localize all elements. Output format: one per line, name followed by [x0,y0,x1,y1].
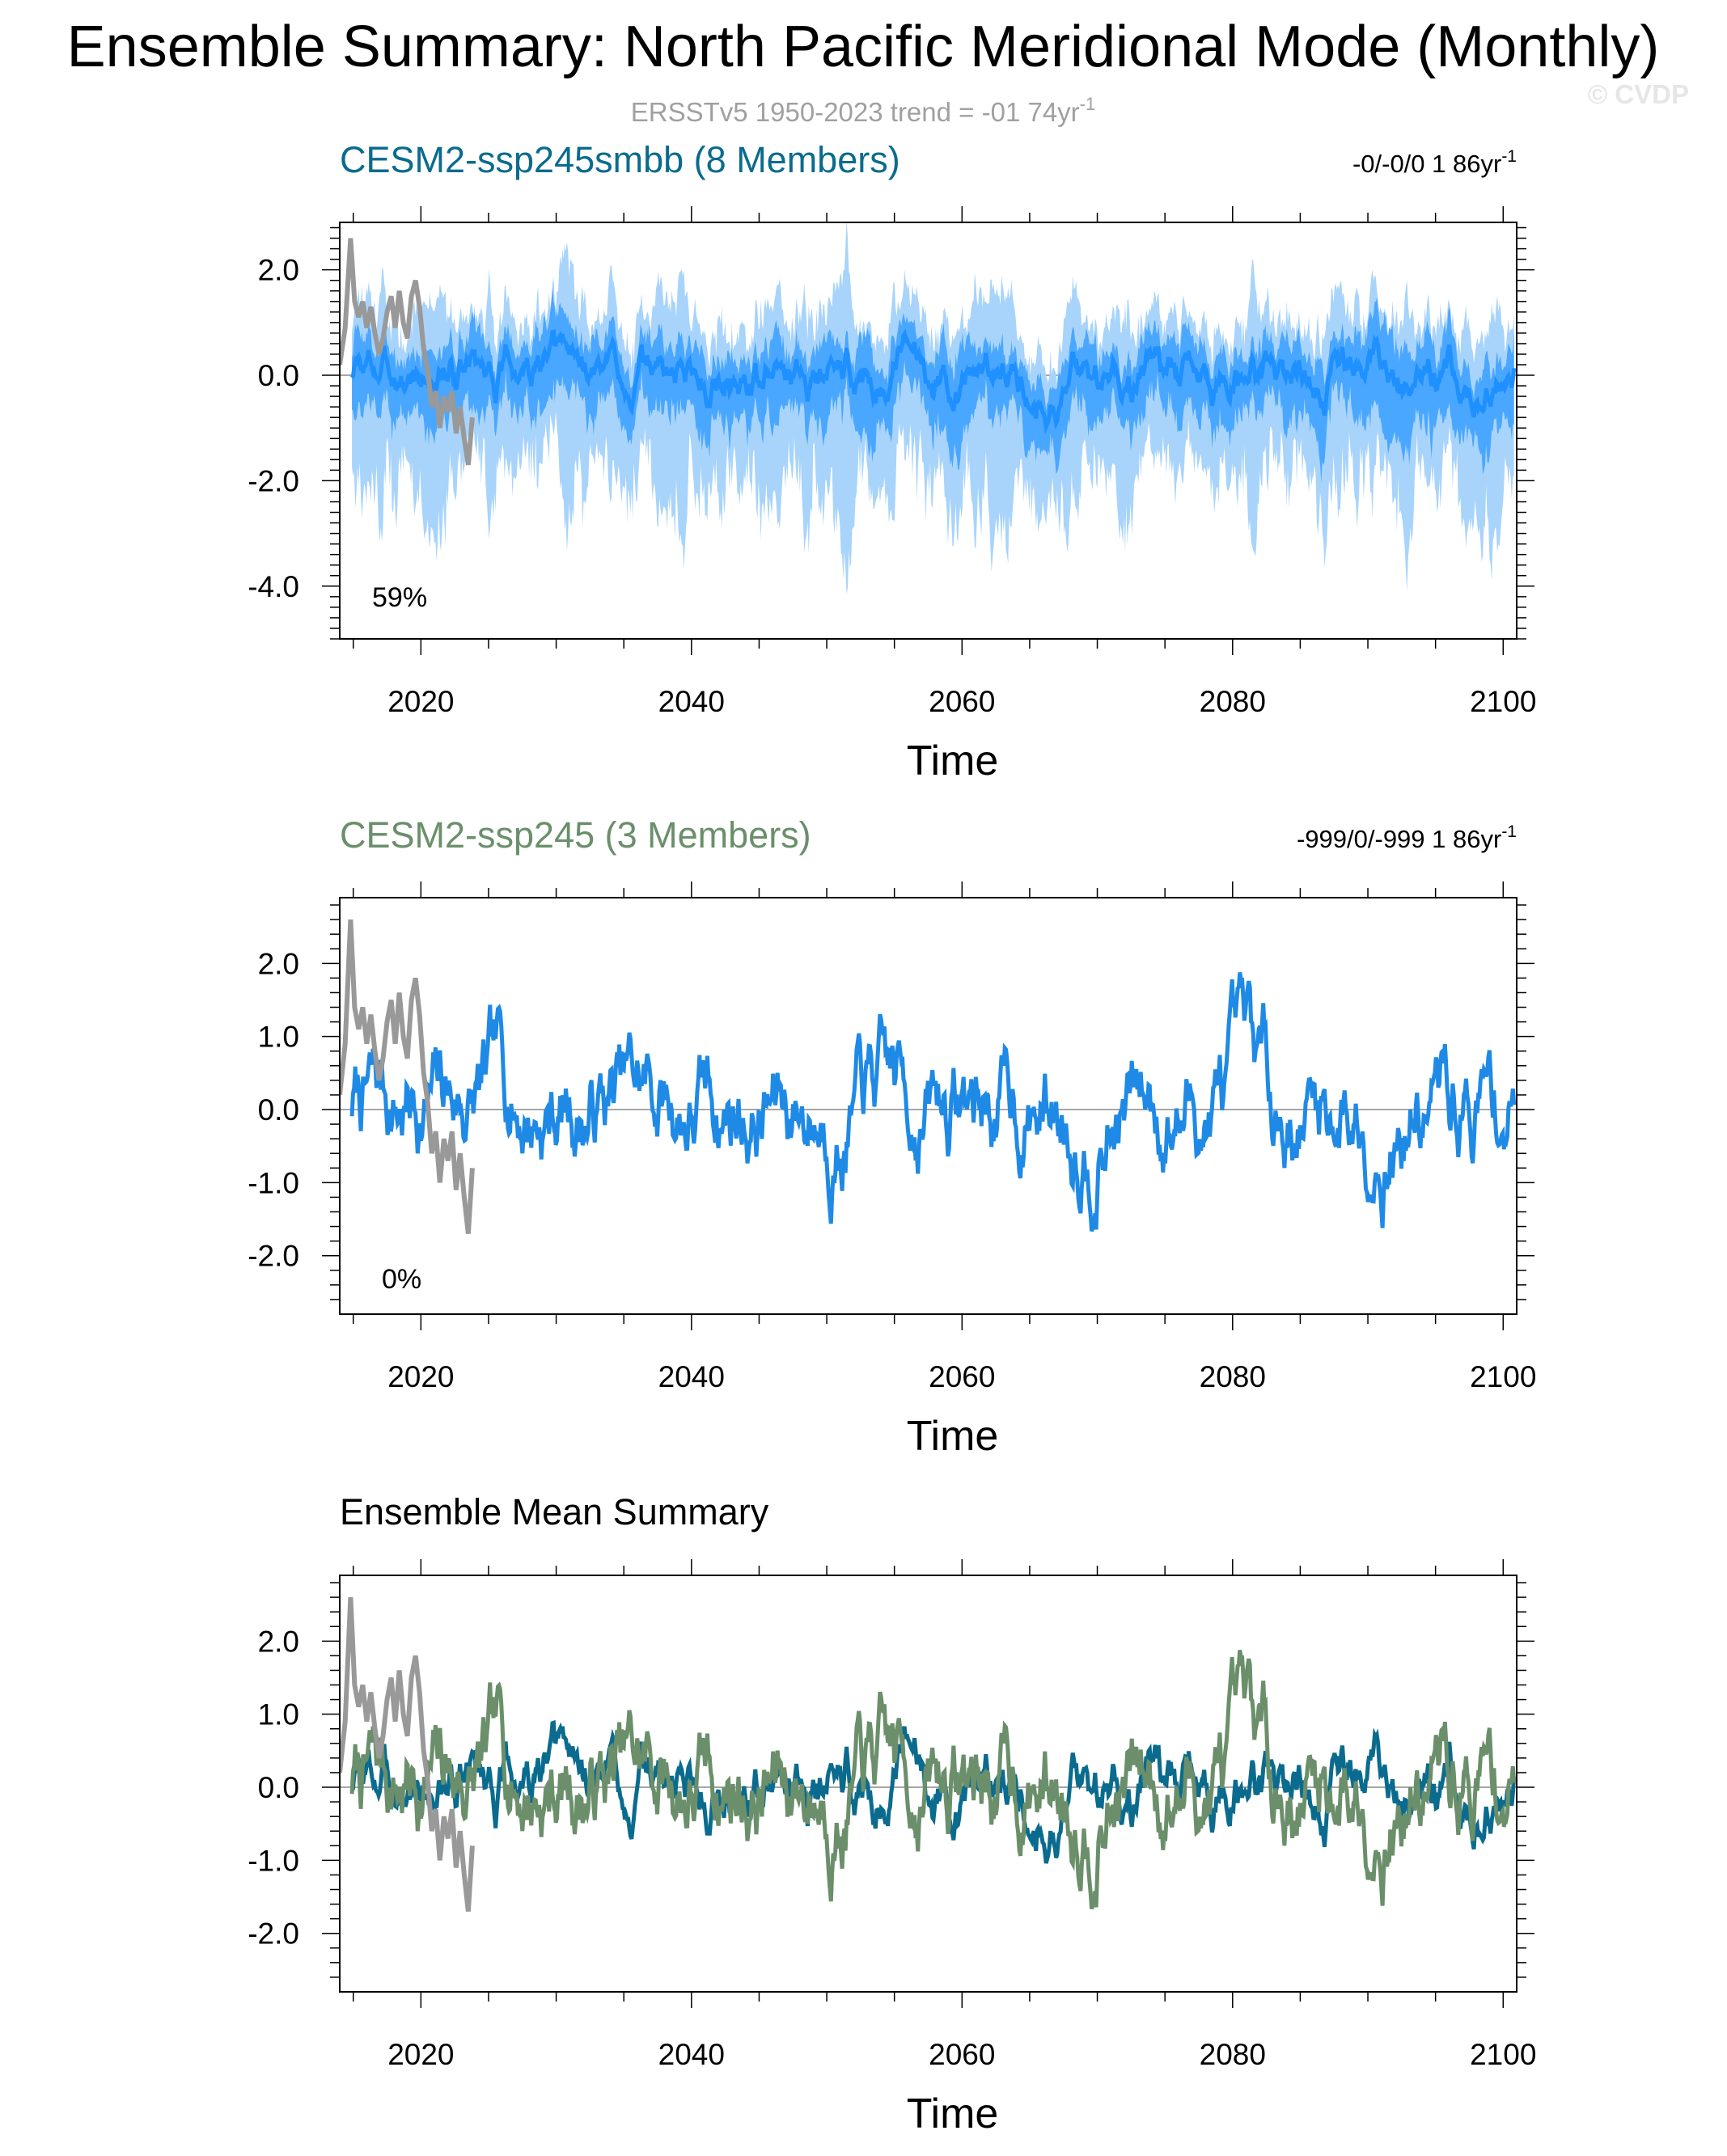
x-tick-label: 2020 [387,2038,454,2071]
trend-text: -0/-0/0 1 86yr [1352,150,1501,178]
y-tick-label: -2.0 [248,1917,299,1951]
x-axis-label: Time [907,2090,999,2137]
panel-title: CESM2-ssp245smbb (8 Members) [340,139,900,180]
y-tick-label: 2.0 [258,254,299,287]
ensemble-mean-ssp245-line [349,1650,1517,1910]
x-tick-label: 2060 [929,2038,995,2071]
obs-line [340,919,475,1234]
x-tick-label: 2060 [929,1360,995,1393]
y-tick-label: 0.0 [258,1771,299,1804]
x-tick-label: 2040 [658,2038,725,2071]
watermark: © CVDP [1588,79,1689,109]
trend-text: -999/0/-999 1 86yr [1297,825,1501,853]
y-tick-label: 0.0 [258,359,299,392]
plot-frame [339,897,1517,1315]
plot-area [340,919,1517,1234]
ensemble-mean-line [350,328,1517,434]
panel-title: CESM2-ssp245 (3 Members) [340,814,811,856]
trend-sup: -1 [1501,822,1517,841]
y-tick-label: 1.0 [258,1021,299,1054]
subtitle-text: ERSSTv5 1950-2023 trend = -01 74yr [631,97,1080,127]
pct-label: 0% [382,1264,421,1295]
y-tick-label: 2.0 [258,1625,299,1658]
plot-area [340,222,1517,594]
y-tick-label: -2.0 [248,1240,299,1273]
panel-title: Ensemble Mean Summary [340,1491,769,1532]
x-tick-label: 2100 [1470,685,1536,718]
subtitle-sup: -1 [1080,94,1096,114]
subtitle: ERSSTv5 1950-2023 trend = -01 74yr-1 [631,94,1095,127]
obs-line [340,238,475,466]
x-tick-label: 2020 [387,685,454,718]
pct-label: 59% [372,582,427,613]
y-tick-label: 1.0 [258,1698,299,1731]
y-tick-label: -1.0 [248,1844,299,1877]
panel-bottom: Ensemble Mean Summary 2.0 1.0 0.0 -1.0 -2.0 20… [248,1491,1536,2137]
x-tick-label: 2020 [387,1360,454,1393]
panel-top: CESM2-ssp245smbb (8 Members) -0/-0/0 1 86… [248,139,1536,784]
y-tick-label: -1.0 [248,1166,299,1199]
obs-line [340,1596,475,1912]
y-tick-label: 2.0 [258,947,299,980]
x-tick-label: 2100 [1470,1360,1536,1393]
plot-area [340,1596,1517,1912]
panel-trend: -999/0/-999 1 86yr-1 [1297,822,1517,853]
x-tick-label: 2060 [929,685,995,718]
main-title: Ensemble Summary: North Pacific Meridion… [67,15,1660,79]
member-line [349,972,1517,1232]
panel-middle: CESM2-ssp245 (3 Members) -999/0/-999 1 86… [248,814,1536,1460]
x-axis-label: Time [907,738,999,784]
y-tick-label: -2.0 [248,464,299,497]
x-tick-label: 2080 [1200,1360,1266,1393]
y-tick-label: -4.0 [248,570,299,603]
x-tick-label: 2040 [658,685,725,718]
panel-trend: -0/-0/0 1 86yr-1 [1352,147,1517,178]
x-axis-label: Time [907,1413,999,1460]
plot-frame [339,222,1517,640]
plot-frame [339,1575,1517,1993]
x-tick-label: 2100 [1470,2038,1536,2071]
x-tick-label: 2040 [658,1360,725,1393]
x-tick-label: 2080 [1200,2038,1266,2071]
trend-sup: -1 [1501,147,1517,166]
ensemble-mean-smbb-line [349,1719,1517,1864]
x-tick-label: 2080 [1200,685,1266,718]
y-tick-label: 0.0 [258,1093,299,1127]
